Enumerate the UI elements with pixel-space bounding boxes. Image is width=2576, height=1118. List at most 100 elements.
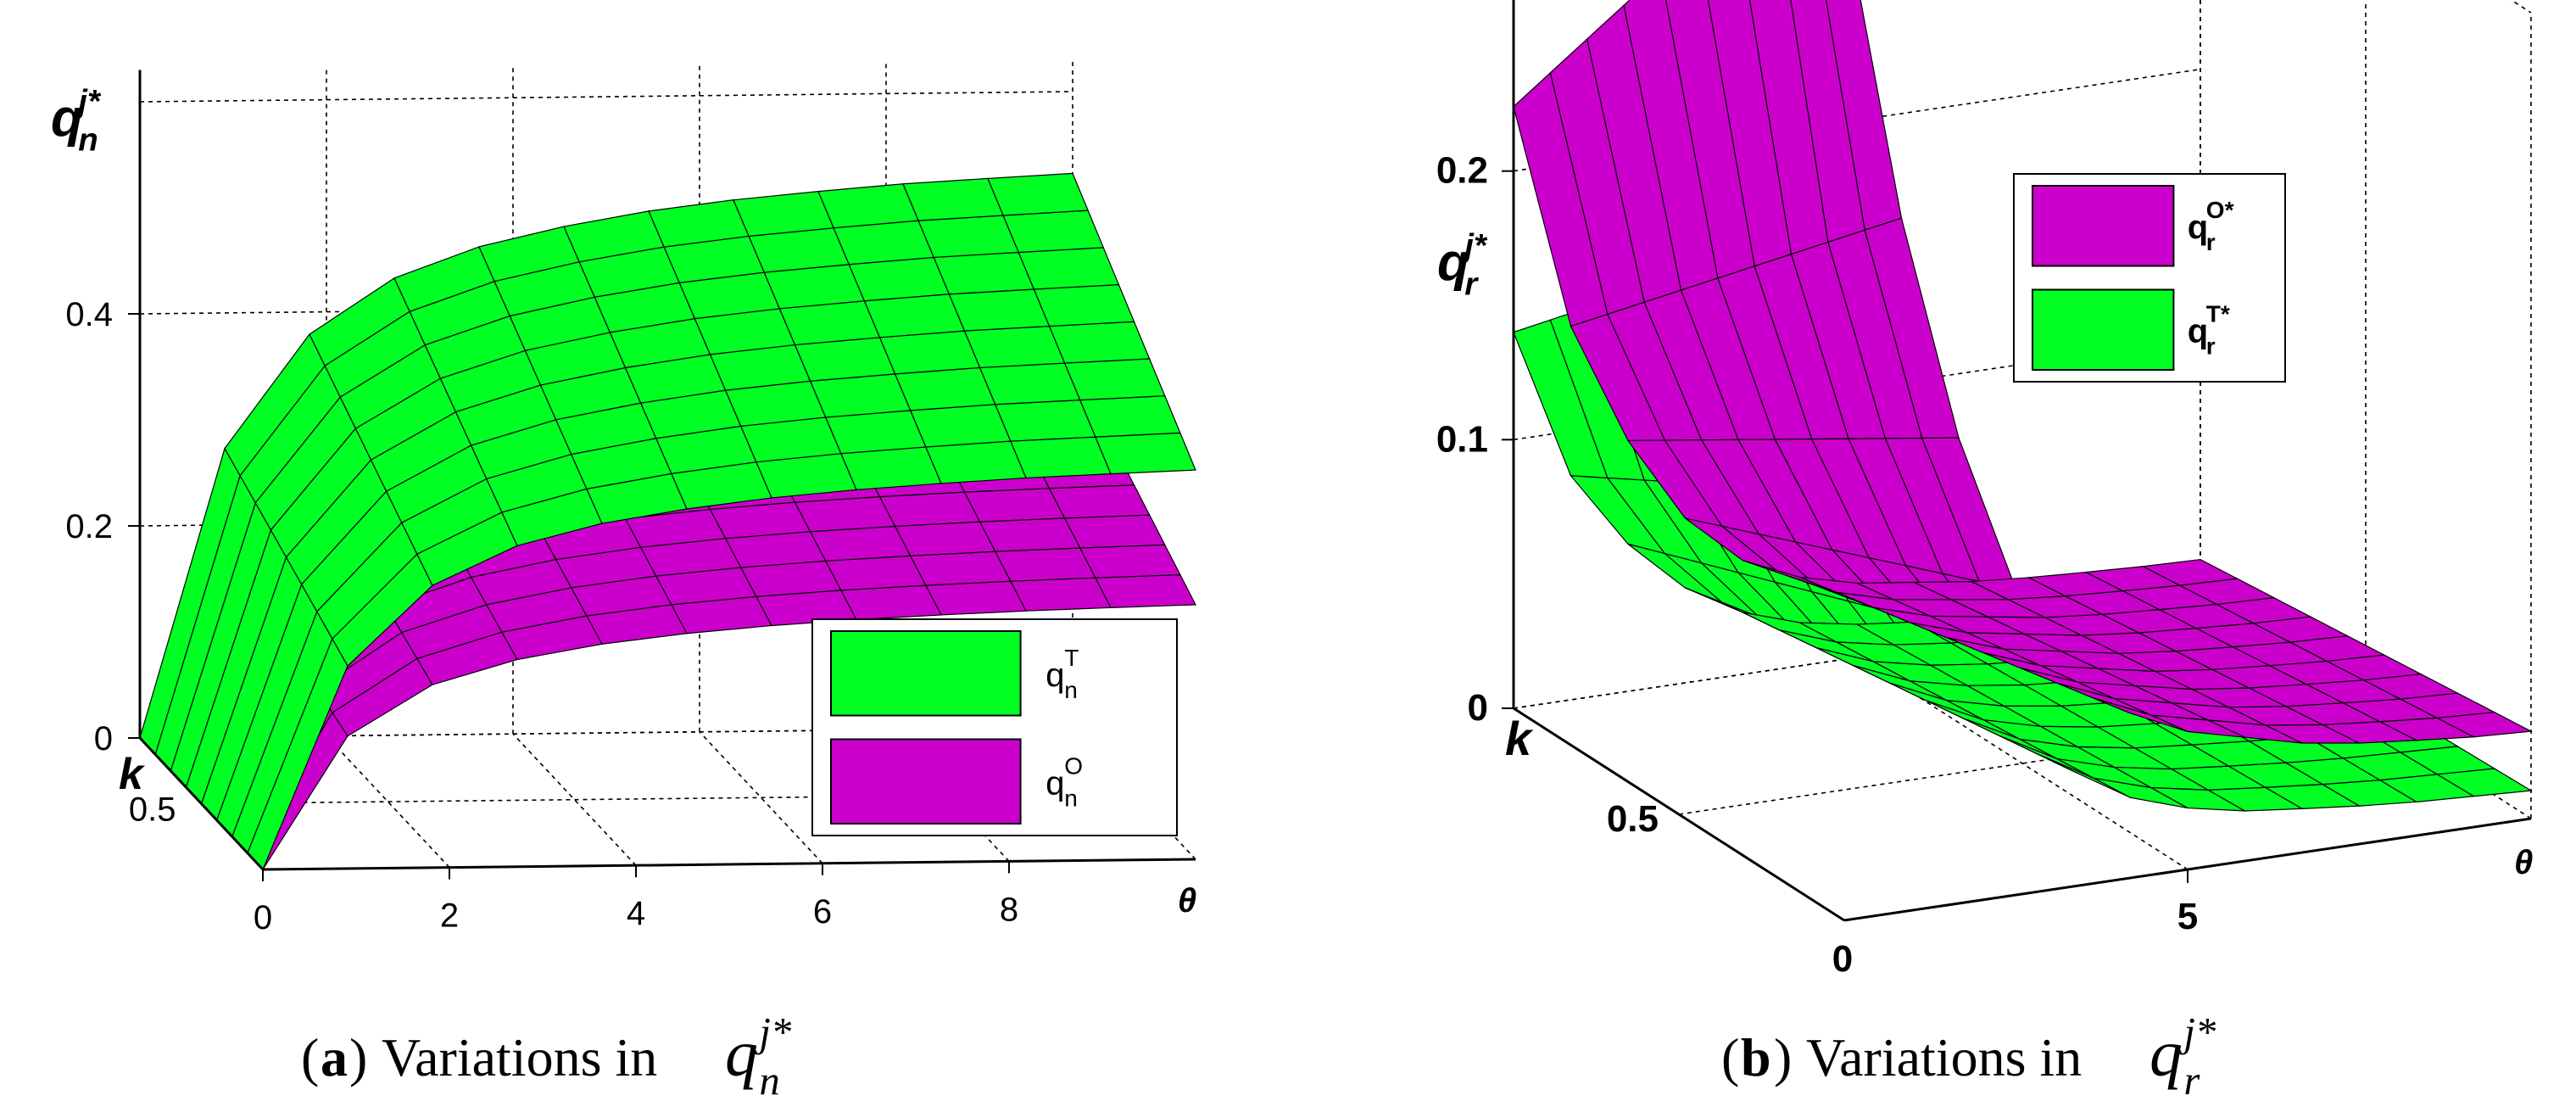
legend-swatch <box>830 630 1022 717</box>
surface-qn-O-cell <box>839 584 942 621</box>
surface-qn-T-cell <box>824 410 927 455</box>
y-tick-label: 0.5 <box>129 791 176 829</box>
surface-qn-O-cell <box>909 551 1012 586</box>
z-axis-label: qj*r <box>1437 227 1488 302</box>
surface-qn-O-cell <box>1094 574 1196 608</box>
surface-qn-T-cell <box>924 440 1027 484</box>
surface-qn-O-cell <box>824 555 927 591</box>
caption-math: q j*r <box>2149 1010 2216 1104</box>
z-tick-label: 0 <box>94 720 113 757</box>
legend-label-sup: T* <box>2206 300 2230 327</box>
surface-qn-O-cell <box>994 547 1096 582</box>
x-tick-label: 8 <box>1000 891 1018 928</box>
grid-line-floor <box>1856 657 2188 870</box>
z-tick-label: 0.1 <box>1436 418 1488 460</box>
surface-qn-O-cell <box>894 521 996 556</box>
caption-math-base: q <box>2149 1016 2183 1090</box>
legend-label-sub: r <box>2206 333 2216 359</box>
surface-qn-T-cell <box>1002 210 1105 254</box>
surface-qn-T-cell <box>1033 283 1135 327</box>
surface-qn-T-cell <box>1094 432 1196 475</box>
surface-qn-O-cell <box>1079 544 1181 579</box>
legend-swatch <box>2032 185 2175 267</box>
caption-paren-close: ) <box>349 1027 367 1087</box>
caption-b: (b) Variations in q j*r <box>1721 1010 2216 1104</box>
x-axis-label: θ <box>1178 882 1196 920</box>
surface-qn-T-cell <box>987 172 1090 216</box>
legend-label-sub: r <box>2206 229 2216 255</box>
surface-qn-O-cell <box>878 491 981 528</box>
surface-qn-T-cell <box>1009 436 1112 479</box>
surface-qn-T-cell <box>994 399 1096 442</box>
surface-qn-T-cell <box>817 183 919 229</box>
legend-label-base: q <box>2188 312 2208 349</box>
z-axis-label: qj*n <box>51 83 102 158</box>
grid-line-z <box>1513 68 2201 172</box>
z-axis-label-sub: r <box>1464 266 1479 302</box>
y-tick-label: 0.5 <box>1607 798 1659 840</box>
z-axis-label-sub: n <box>78 121 98 158</box>
surface-qn-T-cell <box>809 373 912 418</box>
legend-b: qO*rqT*r <box>2013 173 2286 383</box>
caption-text: Variations in <box>382 1027 657 1087</box>
legend-label-sup: O <box>1064 753 1083 780</box>
y-axis-label: k <box>119 750 146 799</box>
caption-panel-label: b <box>1741 1027 1771 1087</box>
surface-qn-T-cell <box>1018 247 1120 290</box>
legend-label-sub: n <box>1064 785 1078 812</box>
legend-swatch <box>830 738 1022 825</box>
x-tick-label: 4 <box>627 895 645 932</box>
surface-qn-T <box>139 172 1196 871</box>
caption-math-sub: n <box>760 1059 780 1104</box>
grid-line-z <box>139 91 1073 103</box>
surface-qn-O-cell <box>924 580 1027 616</box>
grid-line-floor <box>201 792 1135 805</box>
z-tick-label: 0.2 <box>1436 150 1488 192</box>
caption-math: q j*n <box>725 1010 792 1104</box>
surface-qn-T-cell <box>833 220 935 266</box>
caption-text: Variations in <box>1806 1027 2082 1087</box>
z-axis-label-sup: j* <box>74 83 102 120</box>
caption-math-base: q <box>725 1016 758 1090</box>
surface-qn-T-cell <box>917 215 1020 259</box>
surface-qn-T-cell <box>948 288 1051 332</box>
x-axis-label: θ <box>2514 844 2533 881</box>
x-tick-label: 5 <box>2177 896 2198 937</box>
legend-label-sup: T <box>1064 645 1079 671</box>
surface-qn-O-cell <box>809 525 912 562</box>
z-axis-label-base: q <box>1437 233 1469 292</box>
caption-paren-open: ( <box>301 1027 319 1087</box>
z-axis-label-base: q <box>51 89 83 148</box>
legend-label-base: q <box>1045 657 1064 694</box>
z-tick-label: 0.2 <box>65 508 113 545</box>
surface-qn-T-cell <box>1079 395 1181 438</box>
surface-qn-T-cell <box>839 446 942 491</box>
caption-paren-close: ) <box>1774 1027 1792 1087</box>
caption-math-sub: r <box>2184 1059 2200 1104</box>
x-axis-line <box>262 858 1196 871</box>
x-tick-label: 2 <box>440 897 459 935</box>
legend-label-base: q <box>1045 765 1064 802</box>
surface-qn-T-cell <box>1048 321 1151 364</box>
surface-qr-O-cell <box>2141 558 2239 586</box>
legend-a: q Tnq On <box>811 618 1178 836</box>
caption-a: (a) Variations in q j*n <box>301 1010 792 1104</box>
caption-math-sup: j* <box>2179 1010 2216 1055</box>
surface-qn-T-cell <box>933 251 1035 295</box>
surface-qn-T-cell <box>1063 358 1166 401</box>
z-tick-label: 0 <box>1468 687 1488 729</box>
x-tick-label: 0 <box>254 899 272 936</box>
y-axis-line <box>1513 707 1845 922</box>
surface-qn-T-cell <box>979 362 1081 405</box>
x-tick-label: 6 <box>813 893 832 931</box>
legend-label-sup: O* <box>2206 197 2234 223</box>
surface-qn-T-cell <box>909 404 1012 448</box>
legend-label-base: q <box>2188 209 2208 246</box>
caption-panel-label: a <box>321 1027 348 1087</box>
surface-qn-T-cell <box>878 330 981 375</box>
caption-math-sup: j* <box>755 1010 792 1055</box>
y-tick-label: 0 <box>1832 938 1853 980</box>
